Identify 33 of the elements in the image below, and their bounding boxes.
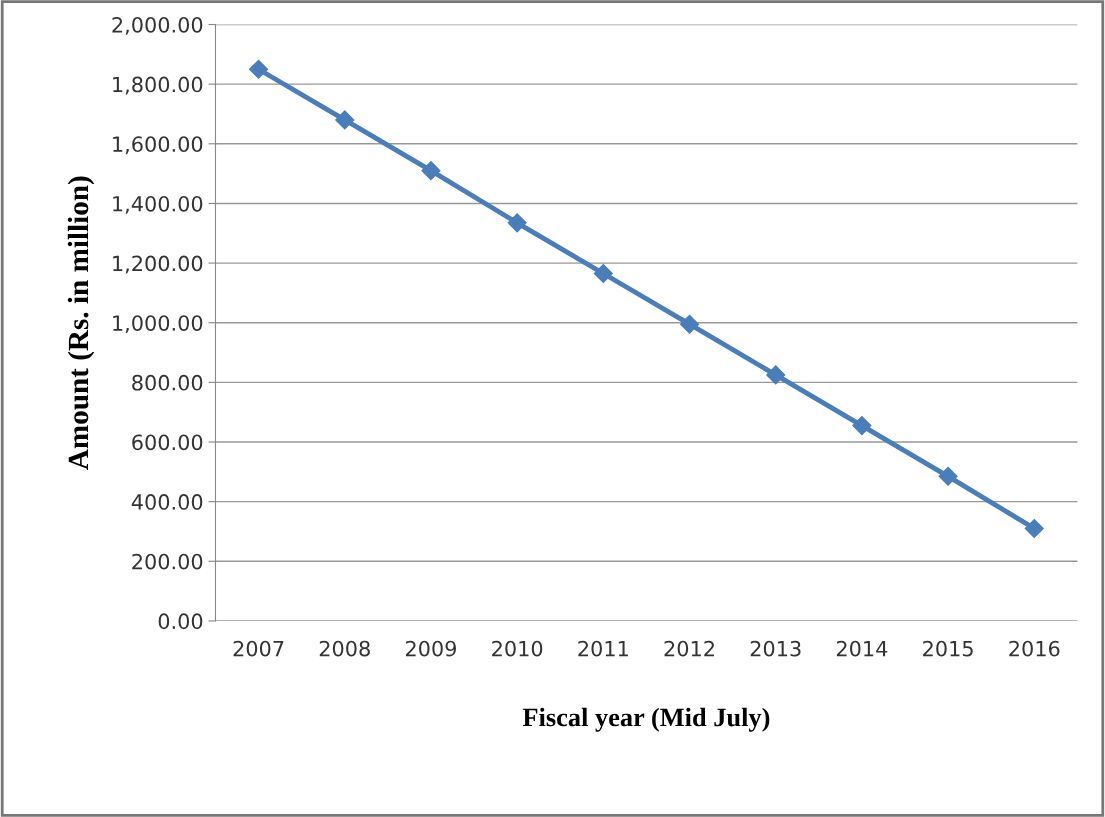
point	[938, 466, 958, 486]
x-tick-label: 2012	[664, 640, 714, 657]
point	[766, 365, 786, 385]
x-tick-label: 2013	[750, 640, 801, 657]
x-tick-label: 2010	[492, 640, 543, 657]
x-axis-title: Fiscal year (Mid July)	[522, 707, 770, 732]
x-tick-label: 2007	[233, 640, 284, 657]
y-tick-label: 1,200.00	[113, 255, 203, 274]
x-tick-label: 2008	[319, 640, 370, 657]
y-tick-label: 800.00	[132, 374, 203, 391]
y-tick-label: 1,800.00	[113, 76, 203, 95]
point	[335, 110, 355, 130]
point	[852, 416, 872, 436]
y-tick-label: 1,600.00	[113, 136, 203, 155]
point	[421, 161, 441, 181]
point	[593, 263, 613, 284]
y-tick-label: 200.00	[132, 553, 203, 570]
x-tick-label: 2015	[923, 640, 973, 657]
x-tick-label: 2009	[405, 640, 456, 657]
y-tick-label: 600.00	[132, 434, 203, 451]
x-tick-label: 2016	[1009, 640, 1060, 657]
y-tick-label: 1,000.00	[113, 315, 203, 334]
point	[1024, 518, 1044, 539]
x-tick-label: 2011	[578, 640, 628, 657]
point	[507, 213, 527, 233]
point	[249, 59, 269, 79]
y-tick-label: 0.00	[158, 613, 203, 630]
y-tick-label: 1,400.00	[113, 195, 203, 214]
point	[679, 314, 700, 334]
y-tick-label: 2,000.00	[112, 16, 203, 35]
y-axis-title: Amount (Rs. in million)	[67, 176, 95, 470]
x-tick-label: 2014	[836, 640, 888, 657]
y-tick-label: 400.00	[131, 494, 203, 510]
